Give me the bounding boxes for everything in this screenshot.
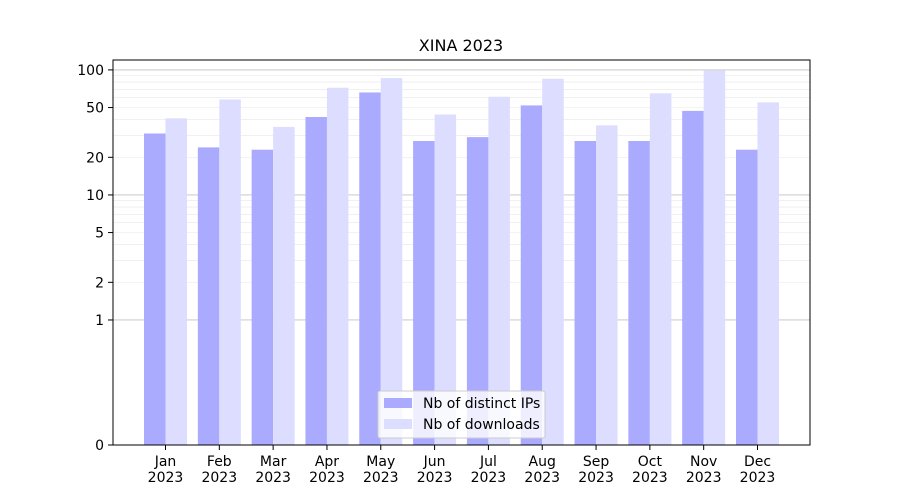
x-tick-month: Mar <box>260 454 287 470</box>
bar-distinct-ips <box>628 140 650 445</box>
x-tick-label: Jul 2023 <box>471 454 507 486</box>
bar-downloads <box>488 96 510 445</box>
bar-distinct-ips <box>466 137 489 445</box>
x-tick-year: 2023 <box>363 470 399 486</box>
x-tick-label: Mar 2023 <box>255 454 291 486</box>
x-tick-year: 2023 <box>686 470 722 486</box>
x-tick-label: Nov 2023 <box>686 454 722 486</box>
x-tick-label: Sep 2023 <box>578 454 614 486</box>
x-tick-label: Dec 2023 <box>740 454 776 486</box>
x-tick-month: Apr <box>315 454 339 470</box>
x-tick-year: 2023 <box>201 470 237 486</box>
bar-downloads <box>273 126 295 446</box>
x-tick-year: 2023 <box>632 470 668 486</box>
x-tick-label: Feb 2023 <box>201 454 237 486</box>
bar-distinct-ips <box>359 92 381 446</box>
legend-frame <box>377 390 546 439</box>
x-tick-year: 2023 <box>148 470 184 486</box>
legend-label-downloads: Nb of downloads <box>423 417 540 433</box>
bar-distinct-ips <box>736 149 758 446</box>
y-tick-label: 50 <box>86 101 104 117</box>
bar-distinct-ips <box>520 105 543 446</box>
x-tick-year: 2023 <box>740 470 776 486</box>
x-tick-month: May <box>366 454 395 470</box>
chart-title: XINA 2023 <box>419 36 503 55</box>
x-tick-year: 2023 <box>255 470 291 486</box>
x-tick-month: Aug <box>529 454 556 470</box>
x-tick-year: 2023 <box>417 470 453 486</box>
bar-distinct-ips <box>251 149 274 446</box>
x-tick-label: Jan 2023 <box>148 454 184 486</box>
bar-downloads <box>757 102 779 445</box>
x-tick-month: Dec <box>744 454 771 470</box>
x-tick-month: Feb <box>207 454 232 470</box>
legend-label-distinct-ips: Nb of distinct IPs <box>423 396 540 412</box>
bar-downloads <box>649 93 672 446</box>
bar-downloads <box>703 70 726 445</box>
legend-swatch-downloads <box>384 419 412 429</box>
y-tick-label: 5 <box>95 226 104 242</box>
bar-downloads <box>165 118 187 445</box>
x-tick-month: Jun <box>423 454 446 470</box>
y-axis: 0 1 2 5 10 20 50 100 <box>77 63 113 454</box>
y-tick-label: 1 <box>95 313 104 329</box>
x-tick-label: May 2023 <box>363 454 399 486</box>
bar-distinct-ips <box>574 140 597 445</box>
bar-distinct-ips <box>144 133 166 445</box>
x-tick-month: Oct <box>638 454 663 470</box>
y-tick-label: 100 <box>77 63 104 79</box>
x-tick-month: Nov <box>690 454 717 470</box>
x-tick-year: 2023 <box>578 470 614 486</box>
bar-distinct-ips <box>413 140 435 445</box>
bar-downloads <box>434 114 457 445</box>
x-tick-month: Sep <box>583 454 610 470</box>
bar-downloads <box>596 125 618 445</box>
x-tick-year: 2023 <box>471 470 507 486</box>
y-tick-label: 10 <box>86 188 104 204</box>
plot-frame <box>112 59 811 446</box>
x-tick-label: Jun 2023 <box>417 454 453 486</box>
legend: Nb of distinct IPs Nb of downloads <box>377 390 546 439</box>
bar-distinct-ips <box>197 147 220 446</box>
bar-downloads <box>326 87 349 445</box>
bar-distinct-ips <box>305 117 327 445</box>
y-tick-label: 0 <box>95 438 104 454</box>
bar-downloads <box>380 78 403 446</box>
x-tick-month: Jul <box>479 454 497 470</box>
bars-layer <box>144 70 779 446</box>
x-tick-year: 2023 <box>524 470 560 486</box>
x-tick-label: Apr 2023 <box>309 454 345 486</box>
x-tick-month: Jan <box>154 454 177 470</box>
x-tick-label: Aug 2023 <box>524 454 560 486</box>
bar-distinct-ips <box>682 110 704 445</box>
legend-swatch-distinct-ips <box>384 398 412 408</box>
x-tick-year: 2023 <box>309 470 345 486</box>
y-tick-label: 2 <box>95 275 104 291</box>
bar-downloads <box>219 99 241 446</box>
bar-downloads <box>542 78 564 445</box>
x-tick-label: Oct 2023 <box>632 454 668 486</box>
y-tick-label: 20 <box>86 150 104 166</box>
